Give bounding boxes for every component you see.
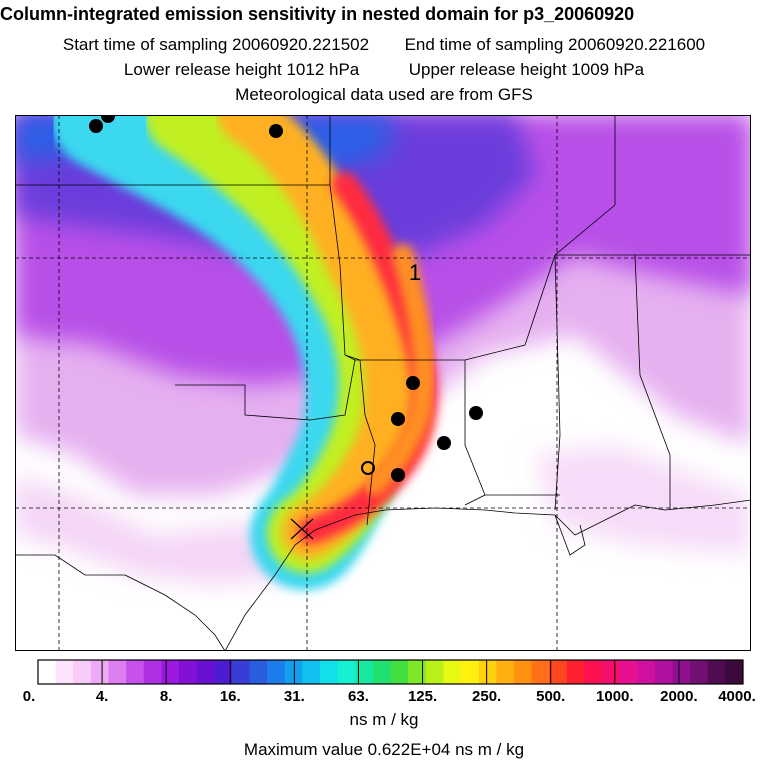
color-scale-tick-label: 1000. [596, 688, 634, 705]
map-title: Column-integrated emission sensitivity i… [0, 4, 635, 24]
color-scale-swatch [496, 660, 515, 684]
position-markers [89, 115, 483, 482]
start-time-label: Start time of sampling 20060920.221502 [62, 35, 370, 54]
color-scale-tick-label: 4000. [718, 688, 756, 705]
color-scale-unit: ns m / kg [349, 710, 419, 729]
maximum-value-label: Maximum value 0.622E+04 ns m / kg [243, 740, 525, 759]
color-scale-swatch [231, 660, 251, 684]
color-scale-frame [37, 659, 744, 685]
color-scale-swatch [549, 660, 568, 684]
color-scale-swatch [707, 660, 726, 684]
release-site-marker [290, 518, 314, 540]
color-scale-swatch [619, 660, 638, 684]
lower-release-label: Lower release height 1012 hPa [123, 60, 360, 79]
plume-label: 1 [409, 260, 421, 285]
color-scale-swatch [566, 660, 585, 684]
color-scale-swatch [513, 660, 533, 684]
color-scale-swatch [372, 660, 392, 684]
color-scale-tick-label: 8. [160, 688, 173, 705]
position-marker [391, 468, 405, 482]
color-scale-swatch [249, 660, 268, 684]
color-scale-swatch [161, 660, 180, 684]
color-scale-tick-label: 125. [408, 688, 437, 705]
position-marker [101, 115, 115, 123]
color-scale-swatch [214, 660, 233, 684]
color-scale-swatches [38, 660, 744, 684]
position-marker [469, 406, 483, 420]
color-scale-swatch [179, 660, 198, 684]
color-scale-tick-label: 250. [472, 688, 501, 705]
color-scale-swatch [143, 660, 162, 684]
met-data-label: Meteorological data used are from GFS [235, 85, 533, 104]
color-scale-ticks: 0. 4. 8. 16. 31. 63. 125. 250. 500. 1000. 2000. 400… [23, 660, 756, 705]
map-frame [15, 115, 751, 651]
color-scale-tick-label: 500. [536, 688, 565, 705]
color-scale-swatch [408, 660, 427, 684]
color-scale-swatch [425, 660, 444, 684]
color-scale-swatch [38, 660, 57, 684]
color-scale-tick-label: 4. [96, 688, 109, 705]
color-scale-swatch [126, 660, 145, 684]
color-scale-swatch [478, 660, 497, 684]
color-scale-tick-label: 0. [23, 688, 36, 705]
color-scale-swatch [690, 660, 709, 684]
color-scale-swatch [355, 660, 374, 684]
color-scale-tick-label: 63. [348, 688, 369, 705]
color-scale-swatch [73, 660, 92, 684]
color-scale-tick-label: 31. [284, 688, 305, 705]
position-marker [89, 119, 103, 133]
color-scale-swatch [55, 660, 74, 684]
position-marker [437, 436, 451, 450]
color-scale: 0. 4. 8. 16. 31. 63. 125. 250. 500. 1000. 2000. 400… [23, 659, 756, 705]
color-scale-swatch [637, 660, 656, 684]
color-scale-swatch [196, 660, 215, 684]
color-scale-tick-label: 16. [220, 688, 241, 705]
position-marker [391, 412, 405, 426]
color-scale-swatch [531, 660, 550, 684]
color-scale-swatch [672, 660, 691, 684]
color-scale-swatch [284, 660, 303, 684]
color-scale-swatch [90, 660, 110, 684]
color-scale-swatch [725, 660, 744, 684]
color-scale-swatch [390, 660, 409, 684]
color-scale-swatch [337, 660, 356, 684]
end-time-label: End time of sampling 20060920.221600 [404, 35, 706, 54]
upper-release-label: Upper release height 1009 hPa [408, 60, 645, 79]
color-scale-swatch [108, 660, 127, 684]
color-scale-swatch [443, 660, 462, 684]
color-scale-swatch [302, 660, 321, 684]
color-scale-swatch [584, 660, 603, 684]
sensitivity-map: 1 [15, 115, 751, 651]
position-marker [269, 124, 283, 138]
graticule [15, 115, 751, 651]
color-scale-swatch [267, 660, 286, 684]
release-heights: Lower release height 1012 hPa Upper rele… [0, 60, 768, 80]
emission-plume [50, 115, 439, 590]
position-marker-open [361, 461, 375, 475]
color-scale-swatch [461, 660, 480, 684]
sampling-times: Start time of sampling 20060920.221502 E… [0, 35, 768, 55]
position-marker [406, 376, 420, 390]
coastline [15, 499, 751, 651]
color-scale-tick-label: 2000. [660, 688, 698, 705]
color-scale-swatch [654, 660, 674, 684]
color-scale-swatch [320, 660, 339, 684]
color-scale-swatch [602, 660, 621, 684]
